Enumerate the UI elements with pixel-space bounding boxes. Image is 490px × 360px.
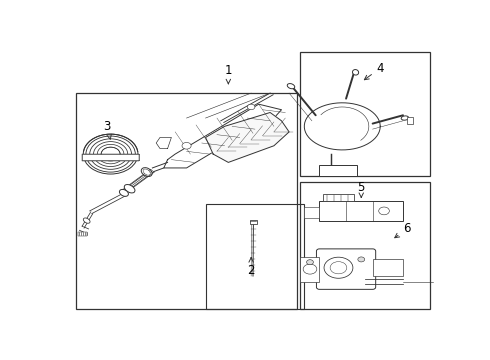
Bar	[319, 201, 403, 221]
Bar	[82, 154, 139, 161]
Ellipse shape	[124, 185, 135, 193]
Bar	[249, 220, 257, 224]
Circle shape	[182, 143, 191, 149]
Ellipse shape	[143, 169, 150, 175]
Text: 3: 3	[103, 120, 111, 139]
Circle shape	[324, 257, 353, 278]
Bar	[206, 204, 304, 309]
Text: 1: 1	[224, 64, 232, 84]
Bar	[300, 257, 319, 282]
Circle shape	[330, 262, 347, 274]
Circle shape	[307, 260, 314, 265]
Ellipse shape	[141, 168, 152, 176]
Bar	[373, 260, 403, 276]
Polygon shape	[206, 112, 289, 162]
FancyBboxPatch shape	[317, 249, 376, 289]
Circle shape	[303, 264, 317, 274]
Circle shape	[379, 207, 390, 215]
Text: 2: 2	[247, 258, 255, 277]
Text: 4: 4	[365, 62, 384, 80]
Ellipse shape	[120, 189, 128, 196]
Circle shape	[247, 104, 255, 110]
Ellipse shape	[352, 69, 359, 75]
Ellipse shape	[287, 84, 295, 89]
Polygon shape	[164, 104, 281, 168]
Ellipse shape	[401, 116, 409, 120]
Circle shape	[358, 257, 365, 262]
Text: 6: 6	[395, 222, 411, 238]
Bar	[407, 117, 413, 123]
Bar	[76, 93, 297, 309]
Bar	[300, 182, 430, 309]
Polygon shape	[304, 103, 380, 150]
Text: 5: 5	[358, 181, 365, 197]
Bar	[319, 165, 358, 176]
Polygon shape	[156, 138, 172, 149]
Bar	[304, 207, 319, 218]
Ellipse shape	[83, 218, 90, 223]
Bar	[78, 232, 87, 236]
Bar	[323, 194, 354, 201]
Bar	[300, 51, 430, 176]
